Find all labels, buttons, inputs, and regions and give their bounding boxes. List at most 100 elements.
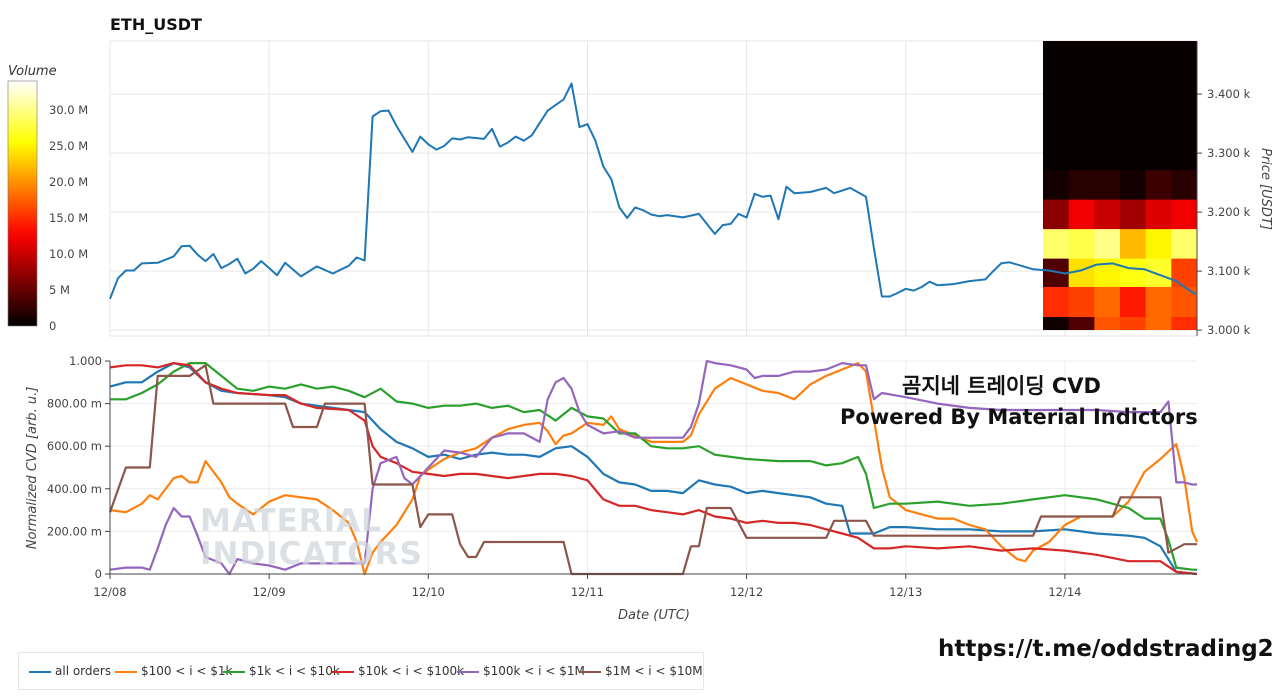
heatmap-cell xyxy=(1094,199,1121,230)
cvd-x-tick-label: 12/12 xyxy=(730,585,763,599)
heatmap-cell xyxy=(1068,316,1095,331)
price-tick-label: 3.200 k xyxy=(1207,205,1251,219)
logo-line-2: INDICATORS xyxy=(200,536,423,572)
heatmap-cell xyxy=(1043,41,1070,171)
legend-label: $100 < i < $1k xyxy=(141,664,233,678)
heatmap-cell xyxy=(1145,316,1172,331)
price-tick-label: 3.400 k xyxy=(1207,87,1251,101)
heatmap-cell xyxy=(1120,169,1147,200)
heatmap-cell xyxy=(1094,228,1121,259)
legend-label: $100k < i < $1M xyxy=(483,664,585,678)
legend-swatch xyxy=(223,670,245,673)
price-panel-frame xyxy=(109,40,1198,337)
cvd-y-tick-label: 0 xyxy=(95,567,102,581)
legend-swatch xyxy=(115,670,137,673)
price-tick-label: 3.000 k xyxy=(1207,323,1251,337)
cvd-y-tick-label: 600.00 m xyxy=(47,439,102,453)
heatmap-cell xyxy=(1043,199,1070,230)
heatmap-cell xyxy=(1094,169,1121,200)
heatmap-cell xyxy=(1171,286,1198,318)
price-axis-label: Price [USDT] xyxy=(1258,148,1273,230)
legend-swatch xyxy=(332,670,354,673)
heatmap-cell xyxy=(1120,316,1147,331)
heatmap-cell xyxy=(1145,286,1172,318)
legend-swatch xyxy=(29,670,51,673)
legend-item[interactable]: $1M < i < $10M xyxy=(579,664,703,680)
heatmap-cell xyxy=(1068,41,1095,171)
telegram-url[interactable]: https://t.me/oddstrading2 xyxy=(938,636,1274,662)
price-tick-label: 3.300 k xyxy=(1207,146,1251,160)
colorbar-title: Volume xyxy=(8,64,57,79)
cvd-x-tick-label: 12/13 xyxy=(889,585,922,599)
legend-item[interactable]: $1k < i < $10k xyxy=(223,664,340,680)
heatmap-cell xyxy=(1171,169,1198,200)
legend-label: all orders xyxy=(55,664,112,678)
legend-label: $1M < i < $10M xyxy=(605,664,703,678)
heatmap-cell xyxy=(1094,41,1121,171)
colorbar-tick-label: 15.0 M xyxy=(49,211,88,225)
chart-title: ETH_USDT xyxy=(110,15,202,34)
logo-line-1: MATERIAL xyxy=(200,503,382,539)
heatmap-cell xyxy=(1120,258,1147,287)
price-line xyxy=(109,82,1196,300)
heatmap-cell xyxy=(1145,199,1172,230)
legend-item[interactable]: $100 < i < $1k xyxy=(115,664,232,680)
heatmap-cell xyxy=(1171,258,1198,287)
colorbar-tick-label: 30.0 M xyxy=(49,103,88,117)
heatmap-cell xyxy=(1171,41,1198,171)
legend: all orders $100 < i < $1k $1k < i < $10k $1… xyxy=(18,652,704,690)
heatmap-cell xyxy=(1043,316,1070,331)
heatmap-cell xyxy=(1094,286,1121,318)
cvd-x-axis-label: Date (UTC) xyxy=(618,608,690,623)
volume-heatmap: 3.000 k 3.100 k 3.200 k 3.300 k 3.400 k Price… xyxy=(109,41,1273,337)
legend-label: $10k < i < $100k xyxy=(358,664,465,678)
colorbar-tick-label: 5 M xyxy=(49,283,70,297)
cvd-y-tick-label: 200.00 m xyxy=(47,524,102,538)
colorbar-tick-label: 25.0 M xyxy=(49,139,88,153)
price-panel: ETH_USDT xyxy=(109,15,1198,337)
cvd-line xyxy=(109,362,1198,576)
material-indicators-logo: MATERIAL INDICATORS xyxy=(200,505,423,571)
cvd-y-tick-label: 1.000 xyxy=(69,354,102,368)
legend-item[interactable]: $10k < i < $100k xyxy=(332,664,464,680)
heatmap-cell xyxy=(1120,41,1147,171)
legend-item[interactable]: all orders xyxy=(29,664,111,680)
cvd-y-axis-label: Normalized CVD [arb. u.] xyxy=(25,387,40,550)
cvd-x-tick-label: 12/08 xyxy=(93,585,126,599)
colorbar-tick-label: 0 xyxy=(49,319,56,333)
legend-swatch xyxy=(579,670,601,673)
heatmap-cell xyxy=(1068,286,1095,318)
cvd-line xyxy=(108,364,1197,576)
heatmap-cell xyxy=(1094,316,1121,331)
heatmap-cell xyxy=(1120,228,1147,259)
cvd-line xyxy=(109,359,1197,576)
heatmap-cell xyxy=(1171,228,1198,259)
heatmap-cell xyxy=(1043,169,1070,200)
cvd-x-tick-label: 12/10 xyxy=(412,585,445,599)
heatmap-cell xyxy=(1043,286,1070,318)
price-tick-label: 3.100 k xyxy=(1207,264,1251,278)
legend-item[interactable]: $100k < i < $1M xyxy=(457,664,585,680)
colorbar-tick-label: 10.0 M xyxy=(49,247,88,261)
legend-swatch xyxy=(457,670,479,673)
cvd-x-tick-label: 12/11 xyxy=(571,585,604,599)
heatmap-cell xyxy=(1145,228,1172,259)
heatmap-cell xyxy=(1171,316,1198,331)
heatmap-cell xyxy=(1145,41,1172,171)
cvd-y-tick-label: 400.00 m xyxy=(47,482,102,496)
heatmap-cell xyxy=(1120,286,1147,318)
heatmap-cell xyxy=(1120,199,1147,230)
cvd-line xyxy=(109,362,1198,576)
heatmap-cell xyxy=(1145,258,1172,287)
heatmap-cell xyxy=(1171,199,1198,230)
heatmap-cell xyxy=(1043,228,1070,259)
cvd-panel: 0 200.00 m 400.00 m 600.00 m 800.00 m 1.000 12… xyxy=(25,354,1199,623)
heatmap-cell xyxy=(1068,228,1095,259)
watermark-title: 곰지네 트레이딩 CVD xyxy=(902,374,1101,398)
heatmap-cell xyxy=(1094,258,1121,287)
watermark-subtitle: Powered By Material Indictors xyxy=(840,405,1198,429)
colorbar-bar xyxy=(7,80,38,327)
cvd-line xyxy=(109,362,1199,576)
